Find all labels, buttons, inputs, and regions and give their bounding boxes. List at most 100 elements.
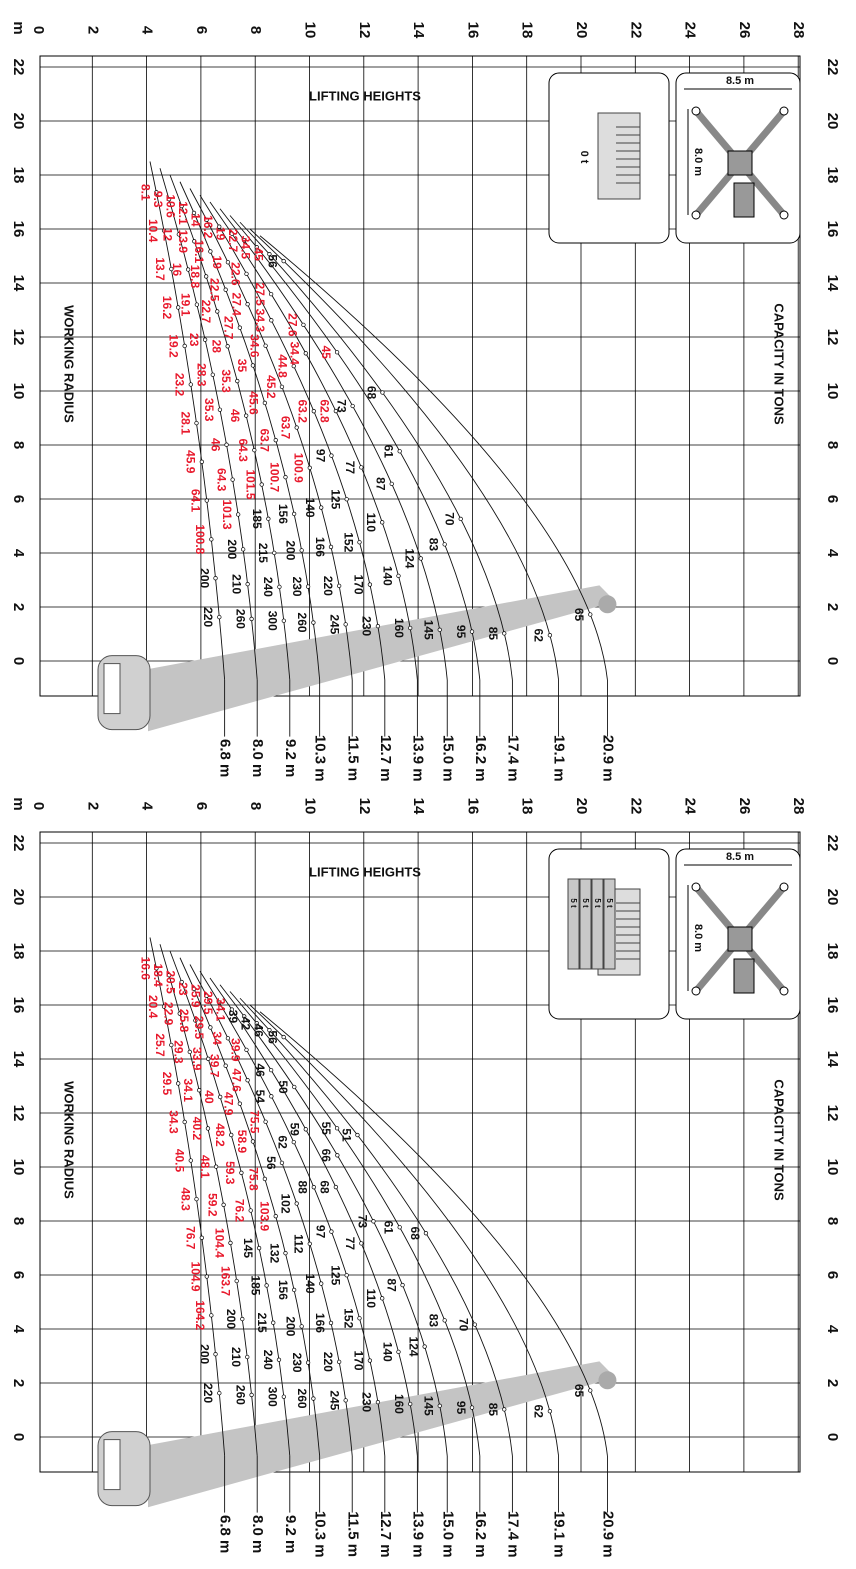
capacity-point	[375, 624, 381, 629]
radius-tick-label-left: 18	[10, 943, 27, 960]
capacity-value-black: 170	[352, 575, 366, 595]
boom-drawing	[97, 1361, 617, 1508]
radius-tick-label-right: 20	[824, 113, 841, 130]
capacity-point	[218, 1094, 223, 1100]
capacity-point	[225, 260, 231, 265]
capacity-value-red: 45.2	[264, 375, 278, 399]
capacity-value-red: 40.5	[173, 1149, 187, 1173]
capacity-point	[311, 1185, 316, 1190]
capacity-point	[244, 413, 249, 418]
capacity-point	[225, 344, 230, 349]
capacity-value-red: 16	[170, 263, 184, 277]
radius-tick-label-left: 12	[10, 329, 27, 346]
capacity-value-black: 132	[267, 1243, 281, 1263]
height-tick-label: 24	[682, 22, 699, 39]
capacity-value-black: 65	[572, 608, 586, 622]
radius-tick-label-left: 8	[10, 1217, 27, 1225]
capacity-value-red: 48.1	[198, 1155, 212, 1179]
boom-length-curve	[259, 1011, 608, 1456]
capacity-point	[208, 1025, 213, 1030]
radius-tick-label-left: 18	[10, 167, 27, 184]
capacity-value-black: 66	[319, 1149, 333, 1163]
capacity-point	[262, 400, 268, 406]
capacity-point	[472, 1322, 478, 1327]
capacity-value-black: 230	[360, 616, 374, 636]
capacity-value-red: 100.7	[267, 462, 281, 492]
capacity-point	[359, 465, 364, 470]
capacity-point	[397, 1225, 402, 1230]
capacity-point	[273, 1214, 278, 1219]
capacity-point	[193, 1018, 198, 1023]
capacity-value-red: 25.7	[153, 1033, 167, 1057]
capacity-value-black: 124	[403, 548, 417, 568]
capacity-point	[262, 1176, 268, 1182]
radius-tick-label-left: 6	[10, 1271, 27, 1279]
height-tick-label: 2	[84, 802, 101, 810]
capacity-point	[333, 1184, 339, 1190]
capacity-point	[254, 245, 259, 250]
capacity-point	[169, 266, 174, 272]
capacity-value-red: 63.7	[279, 416, 293, 440]
capacity-point	[299, 548, 304, 553]
capacity-point	[273, 438, 278, 443]
capacity-value-black: 85	[486, 627, 500, 641]
capacity-value-red: 44.8	[276, 354, 290, 378]
capacity-point	[224, 442, 229, 447]
capacity-value-red: 16.2	[201, 215, 215, 239]
radius-tick-label-left: 16	[10, 997, 27, 1014]
capacity-value-red: 45.9	[184, 450, 198, 474]
radius-tick-label-right: 20	[824, 889, 841, 906]
capacity-point	[179, 203, 184, 209]
capacity-value-red: 20.5	[164, 970, 178, 994]
counterweight-block-label: 5 t	[605, 898, 614, 908]
height-tick-label: 18	[519, 798, 536, 815]
radius-tick-label-right: 10	[824, 383, 841, 400]
capacity-point	[271, 1320, 276, 1325]
boom-length-label: 10.3 m	[312, 1511, 329, 1558]
radius-tick-label-right: 12	[824, 329, 841, 346]
capacity-point	[213, 576, 218, 581]
capacity-point	[154, 966, 159, 971]
capacity-point	[229, 1007, 235, 1012]
capacity-point	[223, 287, 228, 292]
capacity-point	[281, 1034, 286, 1040]
capacity-value-black: 152	[341, 532, 355, 552]
capacity-value-red: 40	[202, 1090, 216, 1104]
radius-tick-label-left: 20	[10, 889, 27, 906]
capacity-point	[437, 627, 442, 632]
boom-length-label: 8.0 m	[249, 739, 266, 777]
capacity-point	[191, 986, 197, 992]
capacity-value-red: 101.5	[244, 470, 258, 500]
capacity-point	[380, 520, 385, 525]
boom-length-curve	[209, 977, 418, 1456]
capacity-point	[249, 1392, 254, 1398]
capacity-point	[236, 512, 241, 517]
unit-label: m	[10, 21, 27, 34]
capacity-point	[215, 309, 220, 314]
capacity-point	[269, 1094, 274, 1099]
boom-length-label: 8.0 m	[249, 1515, 266, 1553]
capacity-point	[266, 516, 271, 521]
capacity-value-red: 64.1	[189, 489, 203, 513]
capacity-value-red: 35.3	[202, 398, 216, 422]
capacity-point	[237, 325, 243, 330]
capacity-point	[281, 258, 286, 264]
capacity-value-black: 140	[303, 1274, 317, 1294]
capacity-point	[217, 407, 223, 412]
capacity-point	[408, 1401, 413, 1407]
capacity-value-red: 18.8	[188, 265, 202, 289]
capacity-point	[194, 420, 199, 426]
height-tick-label: 28	[790, 22, 807, 39]
boom-length-curve	[229, 215, 481, 680]
capacity-point	[244, 271, 249, 277]
boom-length-label: 17.4 m	[504, 1511, 521, 1558]
capacity-value-black: 300	[266, 1387, 280, 1407]
capacity-value-black: 166	[313, 1313, 327, 1333]
boom-tip	[598, 1371, 617, 1390]
capacity-point	[277, 584, 282, 590]
capacity-value-black: 42	[239, 1017, 253, 1031]
boom-length-curve	[199, 195, 386, 680]
capacity-point	[307, 1241, 312, 1246]
radius-tick-label-right: 18	[824, 943, 841, 960]
capacity-value-red: 62.8	[318, 399, 332, 423]
